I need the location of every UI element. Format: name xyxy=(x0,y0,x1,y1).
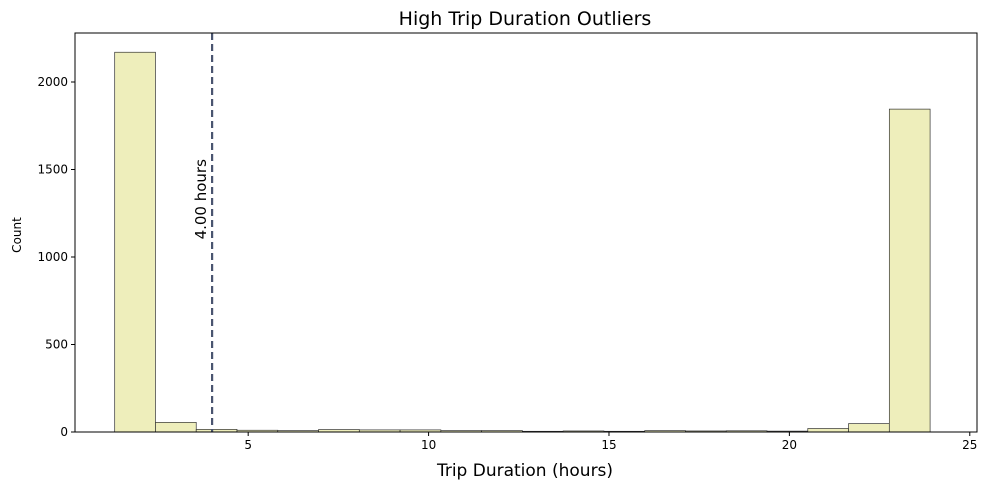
histogram-bar xyxy=(114,51,156,433)
chart-title: High Trip Duration Outliers xyxy=(399,8,652,30)
y-axis-ticks: 0 500 1000 1500 2000 xyxy=(37,75,75,439)
x-tick-label: 15 xyxy=(601,438,616,452)
histogram-bar xyxy=(807,428,849,433)
bars-group xyxy=(114,51,931,433)
x-axis-ticks: 5 10 15 20 25 xyxy=(244,432,977,452)
x-axis-title: Trip Duration (hours) xyxy=(436,461,613,481)
y-tick-label: 2000 xyxy=(37,75,68,89)
x-tick-label: 10 xyxy=(421,438,436,452)
histogram-bar xyxy=(155,422,197,433)
x-tick-label: 25 xyxy=(962,438,977,452)
y-tick-label: 1000 xyxy=(37,250,68,264)
y-axis-title: Count xyxy=(10,217,24,253)
threshold-group: 4.00 hours xyxy=(192,33,214,432)
threshold-label: 4.00 hours xyxy=(192,159,210,240)
x-tick-label: 5 xyxy=(244,438,252,452)
histogram-bar xyxy=(848,423,890,433)
plot-frame xyxy=(74,32,978,433)
y-tick-label: 500 xyxy=(45,338,68,352)
histogram-bar xyxy=(888,108,931,433)
y-tick-label: 0 xyxy=(60,425,68,439)
x-tick-label: 20 xyxy=(782,438,797,452)
y-tick-label: 1500 xyxy=(37,163,68,177)
